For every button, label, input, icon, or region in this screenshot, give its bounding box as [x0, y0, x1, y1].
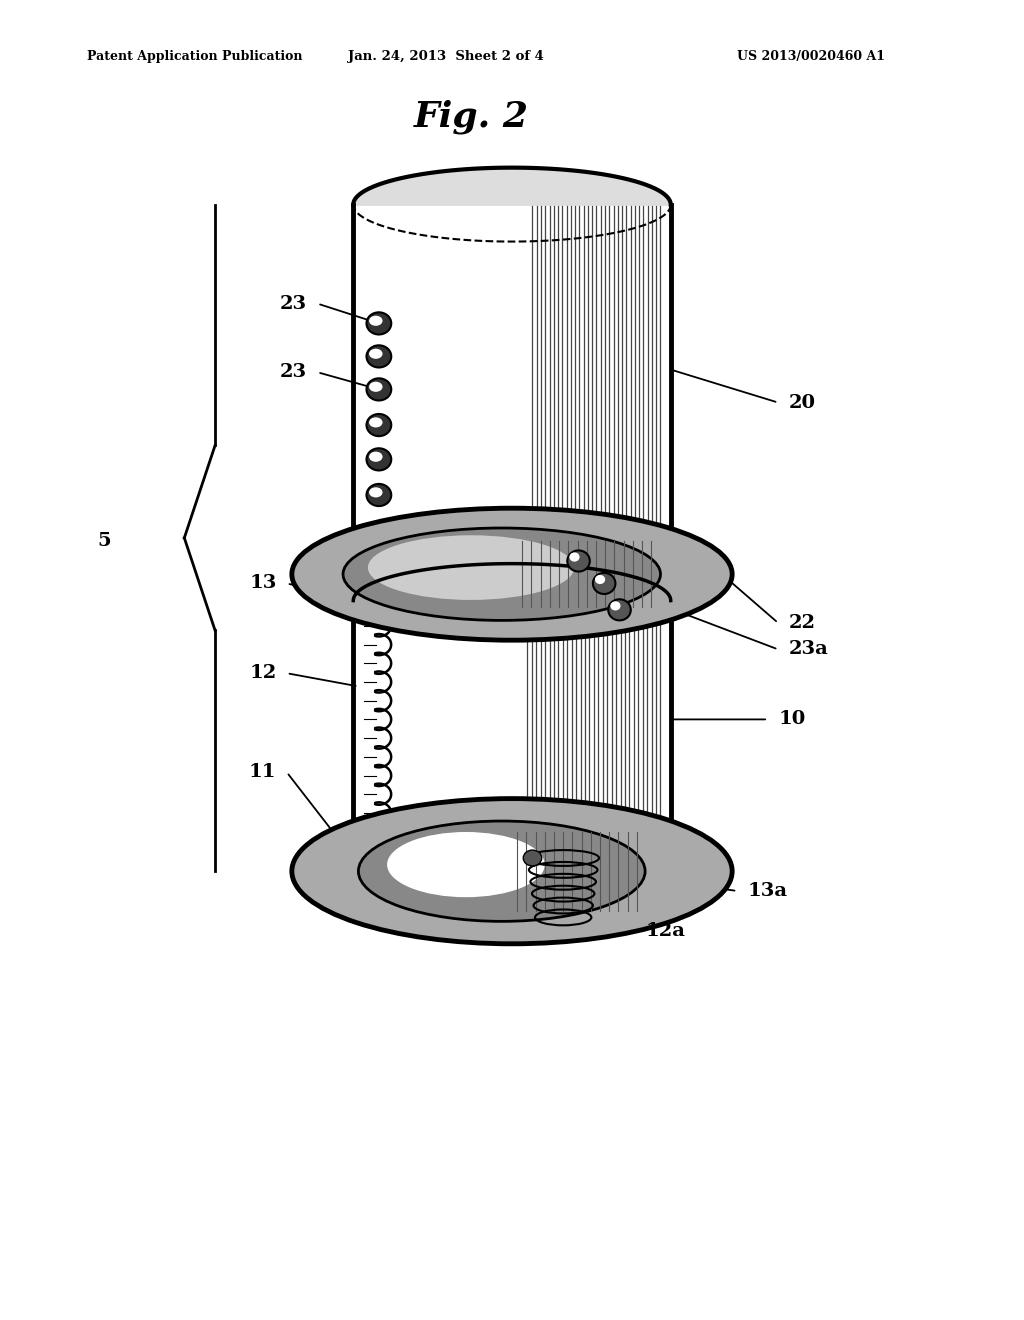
- Text: 11: 11: [249, 763, 276, 781]
- Ellipse shape: [292, 508, 732, 640]
- Polygon shape: [353, 205, 671, 561]
- Ellipse shape: [343, 528, 660, 620]
- Ellipse shape: [523, 850, 542, 866]
- Ellipse shape: [367, 414, 391, 436]
- Ellipse shape: [358, 821, 645, 921]
- Text: 20: 20: [788, 393, 815, 412]
- Ellipse shape: [367, 484, 391, 506]
- Ellipse shape: [369, 451, 383, 462]
- Text: 12: 12: [249, 664, 276, 682]
- Polygon shape: [353, 168, 671, 205]
- Ellipse shape: [387, 832, 545, 898]
- Ellipse shape: [608, 599, 631, 620]
- Ellipse shape: [567, 550, 590, 572]
- Ellipse shape: [367, 313, 391, 334]
- Text: 23a: 23a: [788, 640, 828, 659]
- Ellipse shape: [368, 536, 574, 599]
- Ellipse shape: [369, 315, 383, 326]
- Ellipse shape: [569, 553, 580, 562]
- Text: Fig. 2: Fig. 2: [414, 99, 528, 133]
- Ellipse shape: [367, 379, 391, 400]
- Ellipse shape: [369, 417, 383, 428]
- Text: 22: 22: [788, 614, 815, 632]
- Ellipse shape: [610, 602, 621, 610]
- Text: 23: 23: [281, 294, 307, 313]
- Text: 13a: 13a: [748, 882, 787, 900]
- Text: US 2013/0020460 A1: US 2013/0020460 A1: [737, 50, 886, 63]
- Ellipse shape: [369, 348, 383, 359]
- Text: Patent Application Publication: Patent Application Publication: [87, 50, 302, 63]
- Ellipse shape: [369, 487, 383, 498]
- Ellipse shape: [292, 799, 732, 944]
- Ellipse shape: [369, 381, 383, 392]
- Text: Jan. 24, 2013  Sheet 2 of 4: Jan. 24, 2013 Sheet 2 of 4: [347, 50, 544, 63]
- Ellipse shape: [367, 346, 391, 367]
- Text: 5: 5: [97, 532, 111, 550]
- Text: 12a: 12a: [645, 921, 685, 940]
- Text: 13: 13: [249, 574, 276, 593]
- Text: 23: 23: [281, 363, 307, 381]
- Ellipse shape: [595, 574, 605, 583]
- Ellipse shape: [367, 449, 391, 470]
- Polygon shape: [353, 601, 671, 858]
- Text: 10: 10: [778, 710, 806, 729]
- Ellipse shape: [593, 573, 615, 594]
